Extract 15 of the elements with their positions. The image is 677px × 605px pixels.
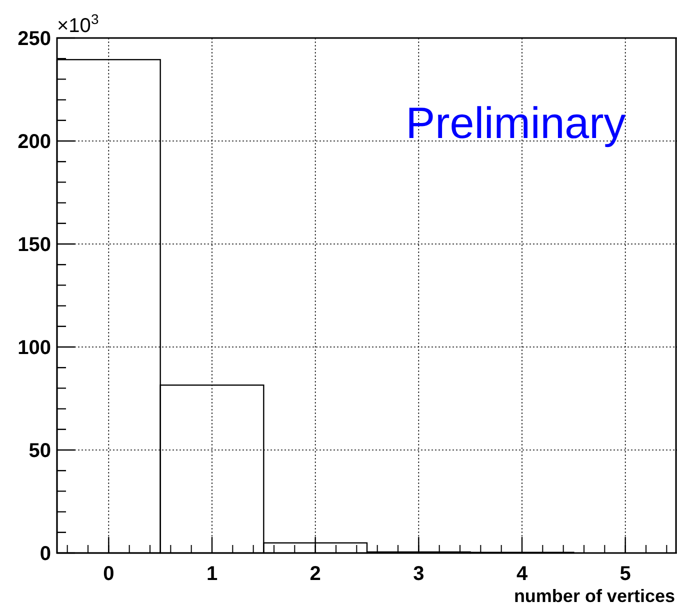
x-tick-label: 3: [413, 563, 424, 585]
x-axis-title: number of vertices: [514, 586, 675, 605]
x-tick-label: 0: [103, 563, 114, 585]
y-tick-label: 200: [18, 131, 51, 153]
y-tick-label: 150: [18, 234, 51, 256]
x-tick-label: 4: [516, 563, 528, 585]
x-tick-label: 2: [310, 563, 321, 585]
x-tick-label: 5: [620, 563, 631, 585]
text: ×10$^{3}$: [57, 11, 99, 37]
y-tick-label: 100: [18, 337, 51, 359]
annotation: Preliminary: [406, 99, 626, 148]
y-tick-label: 50: [28, 440, 51, 462]
y-tick-label: 250: [18, 28, 51, 50]
x-tick-label: 1: [206, 563, 218, 585]
y-tick-label: 0: [40, 543, 51, 565]
